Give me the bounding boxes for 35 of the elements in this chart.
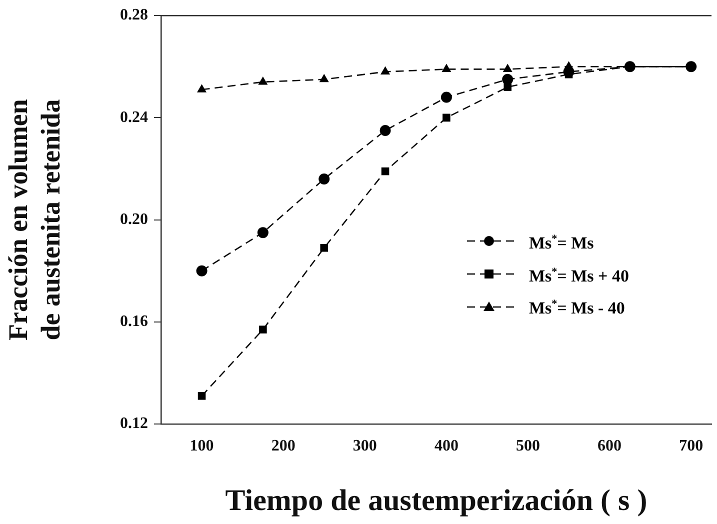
point — [197, 84, 207, 92]
x-tick-label: 100 — [190, 438, 214, 455]
x-tick-label: 500 — [516, 438, 540, 455]
point — [318, 173, 330, 184]
legend-label: Ms$^{*}$= Ms - 40 — [529, 297, 625, 320]
legend-label: Ms$^{*}$= Ms + 40 — [529, 264, 629, 288]
point — [442, 64, 452, 72]
y-tick-label: 0.16 — [120, 313, 148, 330]
point — [259, 326, 267, 334]
legend-label: Ms$^{*}$= Ms — [529, 232, 594, 255]
x-tick-label: 700 — [679, 438, 704, 455]
point — [440, 92, 452, 103]
y-tick-label: 0.12 — [120, 415, 148, 432]
point — [381, 167, 390, 176]
point — [442, 114, 450, 122]
point — [319, 74, 329, 82]
y-tick-label: 0.28 — [120, 6, 148, 24]
y-tick-label: 0.20 — [120, 210, 148, 228]
point — [563, 66, 574, 78]
point — [198, 392, 206, 400]
y-tick-label: 0.24 — [120, 108, 148, 126]
point — [320, 244, 328, 252]
point — [380, 66, 390, 75]
point — [380, 124, 391, 136]
x-axis-title: Tiempo de austemperización ( s ) — [225, 484, 648, 517]
point — [502, 74, 514, 85]
point — [196, 265, 208, 276]
point — [258, 76, 268, 85]
point — [502, 64, 512, 72]
y-axis-title: Fracción en volumen de austenita retenida — [3, 98, 66, 341]
x-tick-label: 200 — [271, 438, 296, 455]
point — [257, 227, 268, 238]
x-tick-label: 300 — [352, 438, 377, 455]
x-tick-label: 600 — [598, 438, 622, 455]
x-tick-label: 400 — [434, 438, 458, 455]
